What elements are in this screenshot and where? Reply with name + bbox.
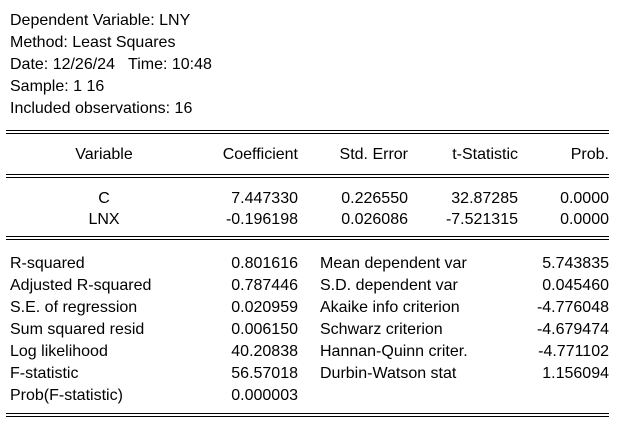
stat-value-schwarz: -4.679474 <box>536 321 609 338</box>
date-time-line: Date: 12/26/24 Time: 10:48 <box>10 56 212 73</box>
variable-name: C <box>98 190 110 207</box>
column-header-coefficient: Coefficient <box>222 146 298 163</box>
prob-value: 0.0000 <box>560 211 609 228</box>
stat-value-adjusted-r-squared: 0.787446 <box>231 277 298 294</box>
column-header-t-statistic: t-Statistic <box>452 146 518 163</box>
middle-rule-1 <box>6 236 609 237</box>
column-header-variable: Variable <box>75 146 133 163</box>
top-rule-1 <box>6 130 609 131</box>
std-error-value: 0.026086 <box>341 211 408 228</box>
method-line: Method: Least Squares <box>10 34 176 51</box>
stat-label-r-squared: R-squared <box>10 255 85 272</box>
dependent-variable-line: Dependent Variable: LNY <box>10 12 191 29</box>
stat-label-adjusted-r-squared: Adjusted R-squared <box>10 277 152 294</box>
coefficient-value: 7.447330 <box>231 190 298 207</box>
stat-value-f-statistic: 56.57018 <box>231 365 298 382</box>
coefficient-value: -0.196198 <box>225 211 298 228</box>
stat-value-se-regression: 0.020959 <box>231 299 298 316</box>
stat-label-sum-squared-resid: Sum squared resid <box>10 321 145 338</box>
stat-value-sum-squared-resid: 0.006150 <box>231 321 298 338</box>
stat-label-schwarz: Schwarz criterion <box>320 321 443 338</box>
stat-value-hannan-quinn: -4.771102 <box>538 343 609 360</box>
middle-rule-2 <box>6 239 609 240</box>
stat-label-f-statistic: F-statistic <box>10 365 79 382</box>
stat-value-mean-dependent-var: 5.743835 <box>542 255 609 272</box>
stat-value-akaike: -4.776048 <box>536 299 609 316</box>
stat-label-prob-f-statistic: Prob(F-statistic) <box>10 387 123 404</box>
column-header-prob: Prob. <box>570 146 609 163</box>
top-rule-2 <box>6 133 609 134</box>
stat-value-prob-f-statistic: 0.000003 <box>231 387 298 404</box>
stat-label-sd-dependent-var: S.D. dependent var <box>320 277 458 294</box>
prob-value: 0.0000 <box>560 190 609 207</box>
header-rule-1 <box>6 174 609 175</box>
bottom-rule-2 <box>6 416 609 417</box>
t-statistic-value: -7.521315 <box>445 211 518 228</box>
sample-line: Sample: 1 16 <box>10 78 105 95</box>
stat-label-se-regression: S.E. of regression <box>10 299 138 316</box>
included-observations-line: Included observations: 16 <box>10 100 193 117</box>
stat-label-hannan-quinn: Hannan-Quinn criter. <box>320 343 468 360</box>
variable-name: LNX <box>88 211 120 228</box>
stat-label-log-likelihood: Log likelihood <box>10 343 108 360</box>
stat-value-durbin-watson: 1.156094 <box>542 365 609 382</box>
stat-label-mean-dependent-var: Mean dependent var <box>320 255 467 272</box>
header-rule-2 <box>6 177 609 178</box>
stat-label-akaike: Akaike info criterion <box>320 299 460 316</box>
column-header-std-error: Std. Error <box>339 146 408 163</box>
std-error-value: 0.226550 <box>341 190 408 207</box>
stat-value-log-likelihood: 40.20838 <box>231 343 298 360</box>
stat-value-sd-dependent-var: 0.045460 <box>542 277 609 294</box>
stat-label-durbin-watson: Durbin-Watson stat <box>320 365 457 382</box>
t-statistic-value: 32.87285 <box>451 190 518 207</box>
stat-value-r-squared: 0.801616 <box>231 255 298 272</box>
bottom-rule-1 <box>6 413 609 414</box>
